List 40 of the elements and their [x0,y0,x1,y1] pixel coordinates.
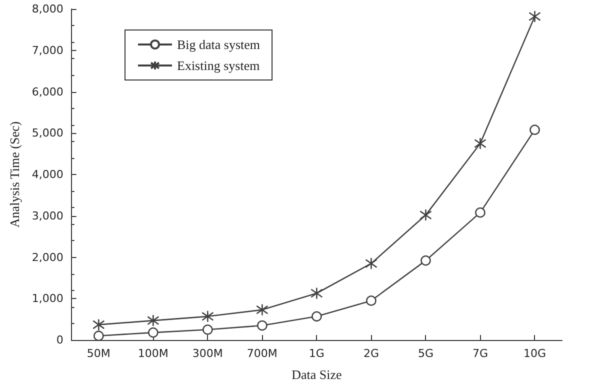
x-tick-label: 100M [138,347,168,360]
point [92,318,105,331]
y-tick-label: 4,000 [32,168,64,181]
x-axis-title: Data Size [292,367,342,382]
y-tick-label: 1,000 [32,292,64,306]
point [310,287,323,300]
y-tick-label: 6,000 [32,85,64,98]
x-tick-label: 700M [246,347,278,360]
x-tick-label: 50M [86,347,110,360]
point [475,207,486,218]
x-tick-label: 5G [418,347,434,360]
point [148,327,158,338]
y-axis-title: Analysis Time (Sec) [7,121,22,228]
point [202,324,213,335]
point [420,255,431,266]
y-tick-label: 3,000 [32,209,64,222]
x-tick-label: 300M [192,347,223,360]
point [474,137,486,150]
point [312,311,322,322]
y-tick-label: 0 [56,334,64,346]
legend-label: Existing system [177,58,260,73]
point [366,296,376,306]
y-tick-label: 8,000 [32,2,64,16]
point [147,314,160,327]
y-tick-label: 7,000 [32,44,64,57]
point [420,208,432,222]
x-tick-label: 10G [523,347,546,360]
x-tick-label: 7G [472,347,488,360]
point [257,320,268,331]
point [530,124,540,135]
point [94,330,104,342]
point [528,10,541,23]
legend-label: Big data system [177,37,260,52]
point [365,257,378,270]
point [202,310,214,323]
y-tick-label: 5,000 [32,126,64,140]
x-tick-label: 1G [308,347,324,360]
x-tick-label: 2G [363,347,379,360]
y-tick-label: 2,000 [32,250,64,264]
point [256,304,268,316]
